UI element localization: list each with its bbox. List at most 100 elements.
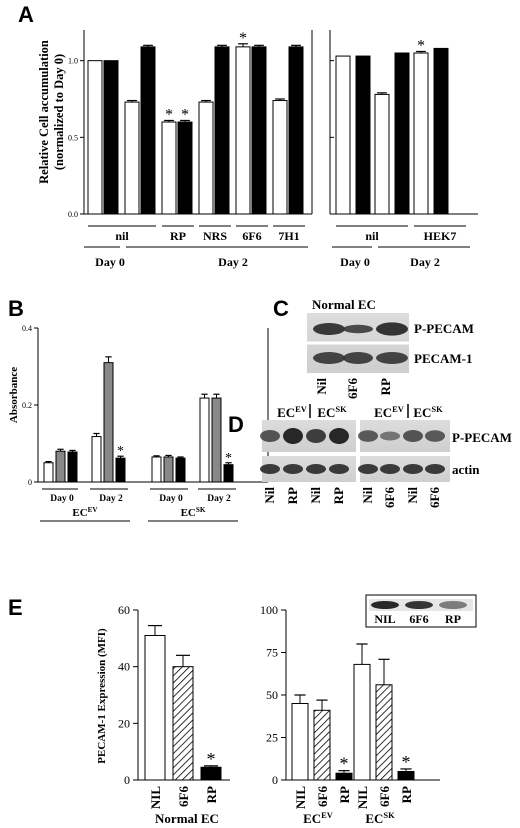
panel-e-bar-label: NIL [355, 786, 370, 809]
panel-a-day-label: Day 0 [95, 255, 125, 269]
significance-star: * [225, 451, 232, 466]
panel-e-right-ytick-label: 50 [266, 688, 278, 702]
panel-e-bar [375, 684, 393, 781]
panel-a-bar [214, 46, 230, 215]
blot-band [376, 352, 408, 364]
panel-d-header: ECEV [374, 404, 404, 420]
blot-band [358, 464, 378, 474]
panel-c-title: Normal EC [312, 297, 376, 312]
panel-d-lane-label: RP [331, 487, 346, 504]
blot-band [343, 324, 373, 334]
panel-letter-d: D [228, 412, 244, 437]
panel-e-bar-label: RP [204, 786, 219, 803]
panel-d-lane-label: Nil [360, 487, 375, 504]
panel-a-ytick-label: 1.0 [68, 57, 78, 66]
panel-d-lane-label: Nil [405, 487, 420, 504]
significance-star: * [239, 30, 247, 47]
panel-a-right-bar [394, 52, 410, 215]
panel-d-lane-label: 6F6 [382, 487, 397, 508]
panel-b-ytick-label: 0 [28, 478, 32, 487]
panel-e-left-plot: 0 20 40 60 NIL 6F6 * RP Normal EC [118, 603, 230, 826]
panel-e-bar [335, 772, 353, 781]
blot-band [403, 430, 423, 442]
panel-a-bar [272, 100, 288, 215]
panel-e-left-ytick-label: 40 [118, 660, 130, 674]
panel-a-right-bar [374, 93, 390, 215]
panel-a-bar [177, 121, 193, 215]
panel-b-plot: 0 0.2 0.4 * * [22, 324, 269, 487]
panel-a-ylabel-1: Relative Cell accumulation [37, 40, 51, 184]
panel-a-ytick-label: 0.5 [68, 133, 78, 142]
panel-a-group-label: 7H1 [278, 229, 299, 243]
inset-blot-band [371, 601, 399, 609]
panel-a-group-label: 6F6 [242, 229, 261, 243]
panel-b-day-label: Day 2 [207, 494, 231, 504]
panel-b-bar [151, 456, 162, 483]
panel-e-right-ytick-label: 100 [260, 603, 278, 617]
panel-c-band-label-2: PECAM-1 [414, 351, 473, 366]
panel-e-left-ytick-label: 20 [118, 716, 130, 730]
blot-band [306, 429, 326, 443]
blot-band [329, 428, 349, 444]
inset-blot-band [439, 601, 467, 609]
panel-a-bar [235, 46, 251, 215]
blot-band [329, 464, 349, 474]
panel-b-day-label: Day 0 [159, 494, 183, 504]
panel-e-group-label: ECEV [303, 810, 333, 826]
panel-e-group-label: Normal EC [155, 811, 219, 826]
panel-a-bar [251, 46, 267, 215]
panel-e-bar [144, 635, 166, 781]
panel-e-bar [353, 663, 371, 781]
blot-band [313, 323, 345, 335]
panel-b-day-label: Day 2 [99, 494, 123, 504]
blot-band [425, 464, 445, 474]
panel-d-lane-label: Nil [262, 487, 277, 504]
significance-star: * [181, 106, 189, 123]
panel-e-right-ytick-label: 0 [272, 773, 278, 787]
panel-e-bar-label: NIL [148, 786, 163, 809]
panel-letter-b: B [8, 296, 24, 321]
significance-star: * [207, 749, 216, 769]
panel-b-bar [55, 450, 66, 483]
blot-band [283, 464, 303, 474]
panel-e-inset-label: 6F6 [409, 612, 428, 626]
panel-a-left-ticks: 0.0 0.5 1.0 [68, 57, 84, 219]
blot-band [306, 464, 326, 474]
panel-e-ylabel: PECAM-1 Expression (MFI) [96, 628, 108, 764]
panel-e-left-ytick-label: 60 [118, 603, 130, 617]
blot-band [260, 430, 280, 442]
panel-a-right-group-label: HEK7 [424, 229, 457, 243]
panel-letter-a: A [18, 2, 34, 27]
panel-d-lane-label: RP [285, 487, 300, 504]
panel-e-inset-content: NIL 6F6 RP [371, 601, 467, 626]
panel-a-bar [161, 121, 177, 215]
panel-b-group-label: ECSK [181, 506, 206, 519]
blot-band [425, 430, 445, 442]
panel-b-bar [43, 462, 54, 483]
panel-e-inset-label: NIL [374, 612, 395, 626]
blot-band [260, 464, 280, 474]
panel-b-bar [223, 464, 234, 483]
panel-e-bar-label: RP [337, 786, 352, 803]
panel-a-right-day-label: Day 2 [410, 255, 440, 269]
panel-e-bar [172, 666, 194, 781]
panel-b-bar [199, 397, 210, 483]
panel-c-bands [313, 322, 408, 364]
panel-e-bar-label: 6F6 [315, 786, 330, 807]
panel-e-bar [397, 771, 415, 781]
panel-e-inset-label: RP [445, 612, 461, 626]
significance-star: * [117, 444, 124, 459]
blot-band [376, 322, 408, 336]
panel-a-ylabel-2: (normalized to Day 0) [52, 54, 66, 170]
panel-e-bar-label: RP [399, 786, 414, 803]
panel-a-labels: nil RP NRS 6F6 7H1 Day 0 Day 2 nil HEK7 Day 0 Day … [84, 225, 470, 269]
panel-e-bar-label: NIL [293, 786, 308, 809]
panel-b-bar [91, 436, 102, 483]
blot-band [380, 431, 400, 441]
panel-c-lane-label: RP [378, 378, 393, 395]
blot-band [313, 352, 345, 364]
panel-d-headers: ECEV ECSK ECEV ECSK [277, 404, 443, 420]
panel-a-right-group-label: nil [365, 229, 379, 243]
